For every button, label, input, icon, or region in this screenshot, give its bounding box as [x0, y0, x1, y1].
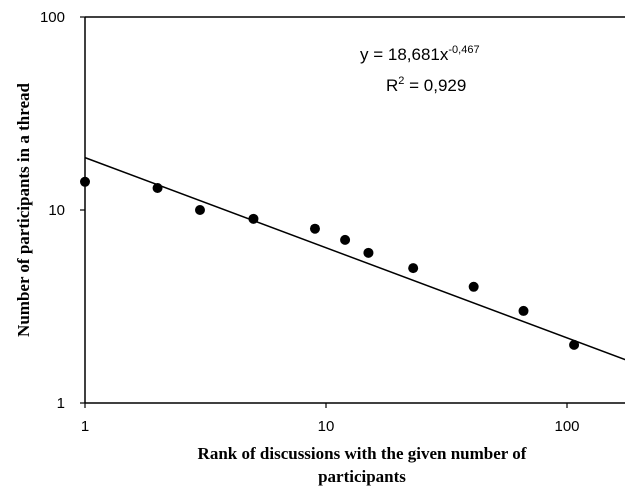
y-tick-label: 10: [48, 202, 65, 219]
data-point: [309, 223, 320, 234]
data-point: [340, 234, 351, 245]
y-tick-label: 100: [40, 9, 65, 26]
data-point: [194, 205, 205, 215]
trendline-equation: y = 18,681x-0,467: [360, 44, 480, 64]
x-axis-title-line-2: participants: [318, 467, 406, 486]
data-point: [468, 281, 479, 292]
data-point: [248, 213, 259, 224]
plot-area: 1 10 100 1 10 100: [40, 9, 625, 435]
data-point: [518, 305, 529, 316]
x-tick-label: 1: [81, 418, 89, 435]
r-squared-label: R2 = 0,929: [386, 75, 466, 95]
data-point: [80, 176, 90, 187]
power-trendline: [84, 156, 625, 361]
axis-ticks: 1 10 100 1 10 100: [40, 9, 580, 435]
data-point: [569, 339, 580, 350]
data-point: [408, 263, 419, 274]
x-axis-title-line-1: Rank of discussions with the given numbe…: [198, 444, 527, 463]
data-point: [152, 183, 163, 194]
y-axis-title: Number of participants in a thread: [14, 83, 33, 337]
data-points: [80, 176, 580, 350]
y-tick-label: 1: [57, 395, 65, 412]
x-tick-label: 10: [318, 418, 335, 435]
x-tick-label: 100: [554, 418, 579, 435]
data-point: [363, 247, 374, 258]
